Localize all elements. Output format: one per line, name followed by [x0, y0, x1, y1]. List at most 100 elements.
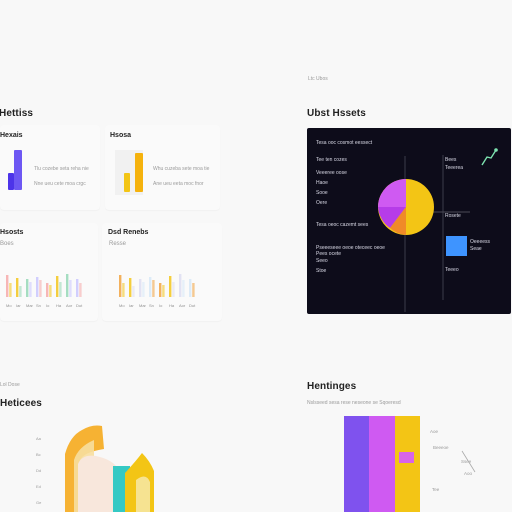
chart-bar — [149, 277, 152, 297]
chart-bar — [159, 283, 162, 297]
stacked-area-chart — [65, 425, 154, 512]
top-right-section-title: Ubst Hssets — [307, 108, 366, 119]
bottom-right-labels: Aoe Beeeoe Ssee Aoo Tee — [430, 429, 473, 492]
card-title: Dsd Renebs — [108, 229, 149, 236]
chart-bar — [179, 274, 182, 297]
bottom-left-header-tiny: Lol Dose — [0, 382, 20, 388]
chart-bar — [14, 150, 22, 190]
dark-panel-text-item: Tesa ooc cosmot eessect — [316, 140, 373, 146]
chart-bar — [6, 275, 9, 297]
stack-bar-purple — [344, 416, 369, 512]
chart-bar — [142, 282, 145, 297]
x-axis-label: Mo — [6, 303, 12, 308]
y-axis-label: Ge — [36, 500, 42, 505]
x-axis-label: Ha — [56, 303, 62, 308]
dark-panel-right-label: Oeeeess — [470, 239, 491, 245]
chart-bar — [192, 283, 195, 297]
chart-bar — [69, 280, 72, 297]
card-caption: Boes — [0, 241, 14, 247]
dark-panel-text-item: Sooe — [316, 190, 328, 196]
sparkline-endpoint — [494, 148, 498, 152]
chart-bar — [139, 279, 142, 297]
bottom-left-chart: Aa Bc Dd Ed Ge — [36, 425, 154, 512]
chart-bars-group: Mo Iar Mar Sn Io Ha Aor Dut — [6, 274, 83, 308]
pie-chart — [378, 179, 434, 235]
chart-bar — [122, 283, 125, 297]
dark-panel-text-item: Veeeree oose — [316, 170, 347, 176]
legend-square-icon — [446, 236, 467, 256]
bottom-right-label: Aoo — [464, 471, 473, 476]
chart-bar — [26, 279, 29, 297]
bottom-right-caption: Nslsseed sesa rese neseone se Sqoeresd — [307, 400, 401, 406]
x-axis-label: Io — [46, 303, 50, 308]
chart-bar — [129, 278, 132, 297]
card-caption: Tlu cozebe seta reha nie — [34, 166, 89, 172]
dark-panel-text-item: Tesa oeoc cazemt sees — [316, 222, 369, 228]
card-title: Hexais — [0, 132, 23, 139]
dark-panel-right-label: Rosete — [445, 213, 461, 219]
bottom-right-label: Aoe — [430, 429, 439, 434]
chart-bar — [132, 286, 135, 297]
grouped-bar-chart-1: Mo Iar Mar Sn Io Ha Aor Dut — [6, 274, 83, 308]
area-peach — [78, 455, 116, 512]
x-axis-label: Dut — [189, 303, 196, 308]
top-left-section-title: Hettiss — [0, 108, 34, 119]
chart-bar — [172, 282, 175, 297]
chart-bar — [29, 282, 32, 297]
card-title: Hsosts — [0, 229, 24, 236]
dark-panel-text-item: Pees ocete — [316, 251, 342, 257]
dark-analytics-panel[interactable]: Tesa ooc cosmot eessect Tee ten cozes Veee… — [307, 128, 511, 314]
grouped-bar-card-2[interactable]: Dsd Renebs Resse Mo Iar Mar Sn Io Ha Aor Dut — [102, 223, 222, 321]
chart-bar — [9, 283, 12, 297]
chart-bar — [76, 279, 79, 297]
sparkline-icon — [481, 149, 497, 166]
bottom-right-label: Beeeoe — [433, 445, 449, 450]
card-caption-secondary: Nne ueu cete moa crgc — [34, 181, 86, 187]
chart-bar — [189, 279, 192, 297]
x-axis-label: Iar — [16, 303, 21, 308]
y-axis-label: Aa — [36, 436, 42, 441]
x-axis-label: Aor — [66, 303, 73, 308]
pie-slice-orange — [390, 207, 406, 235]
x-axis-label: Dut — [76, 303, 83, 308]
dark-panel-text-item: Haoe — [316, 180, 328, 186]
card-title: Hsosa — [110, 132, 132, 139]
card-caption-secondary: Ane ueu eeta moc fnor — [153, 181, 204, 187]
pie-slice-magenta — [378, 179, 406, 207]
x-axis-label: Mar — [139, 303, 147, 308]
grouped-bar-card-1[interactable]: Hsosts Boes Mo Iar Mar Sn Io Ha Aor Dut — [0, 223, 98, 321]
area-light-yellow — [136, 476, 150, 512]
x-axis-label: Mar — [26, 303, 34, 308]
x-axis-label: Sn — [36, 303, 41, 308]
bottom-right-card[interactable]: Hentinges Nslsseed sesa rese neseone se … — [304, 366, 512, 512]
dark-panel-right-label: Seae — [470, 246, 482, 252]
chart-bar — [59, 282, 62, 297]
card-caption: Resse — [109, 241, 127, 247]
grouped-bar-chart-2: Mo Iar Mar Sn Io Ha Aor Dut — [119, 274, 196, 308]
x-axis-label: Iar — [129, 303, 134, 308]
chart-bar — [66, 274, 69, 297]
dark-panel-text-item: Seeo — [316, 258, 328, 264]
dark-panel-text-item: Stoe — [316, 268, 327, 274]
bottom-right-title: Hentinges — [307, 381, 357, 392]
chart-bar — [56, 276, 59, 297]
dark-panel-right-label: Bees — [445, 157, 457, 163]
chart-bar — [124, 173, 130, 192]
bar-summary-card-2[interactable]: Hsosa Whu cuzeba sete moa tie Ane ueu ee… — [105, 125, 220, 210]
card-caption: Whu cuzeba sete moa tie — [153, 166, 210, 172]
top-right-header-tiny: Ltc Ubos — [308, 76, 328, 82]
bottom-left-section-title: Heticees — [0, 398, 42, 409]
dark-panel-graphics — [378, 148, 498, 312]
overlay-square — [399, 452, 414, 463]
stack-bar-magenta — [369, 416, 395, 512]
bottom-right-chart: Aoe Beeeoe Ssee Aoo Tee — [344, 416, 476, 512]
chart-bar — [46, 283, 49, 297]
x-axis-label: Io — [159, 303, 163, 308]
y-axis-label: Bc — [36, 452, 41, 457]
chart-bar — [119, 275, 122, 297]
bar-summary-card-1[interactable]: Hexais Tlu cozebe seta reha nie Nne ueu … — [0, 125, 100, 210]
bottom-right-label: Ssee — [461, 459, 472, 464]
stack-bar-yellow — [395, 416, 420, 512]
pie-slice-purple — [378, 207, 406, 228]
